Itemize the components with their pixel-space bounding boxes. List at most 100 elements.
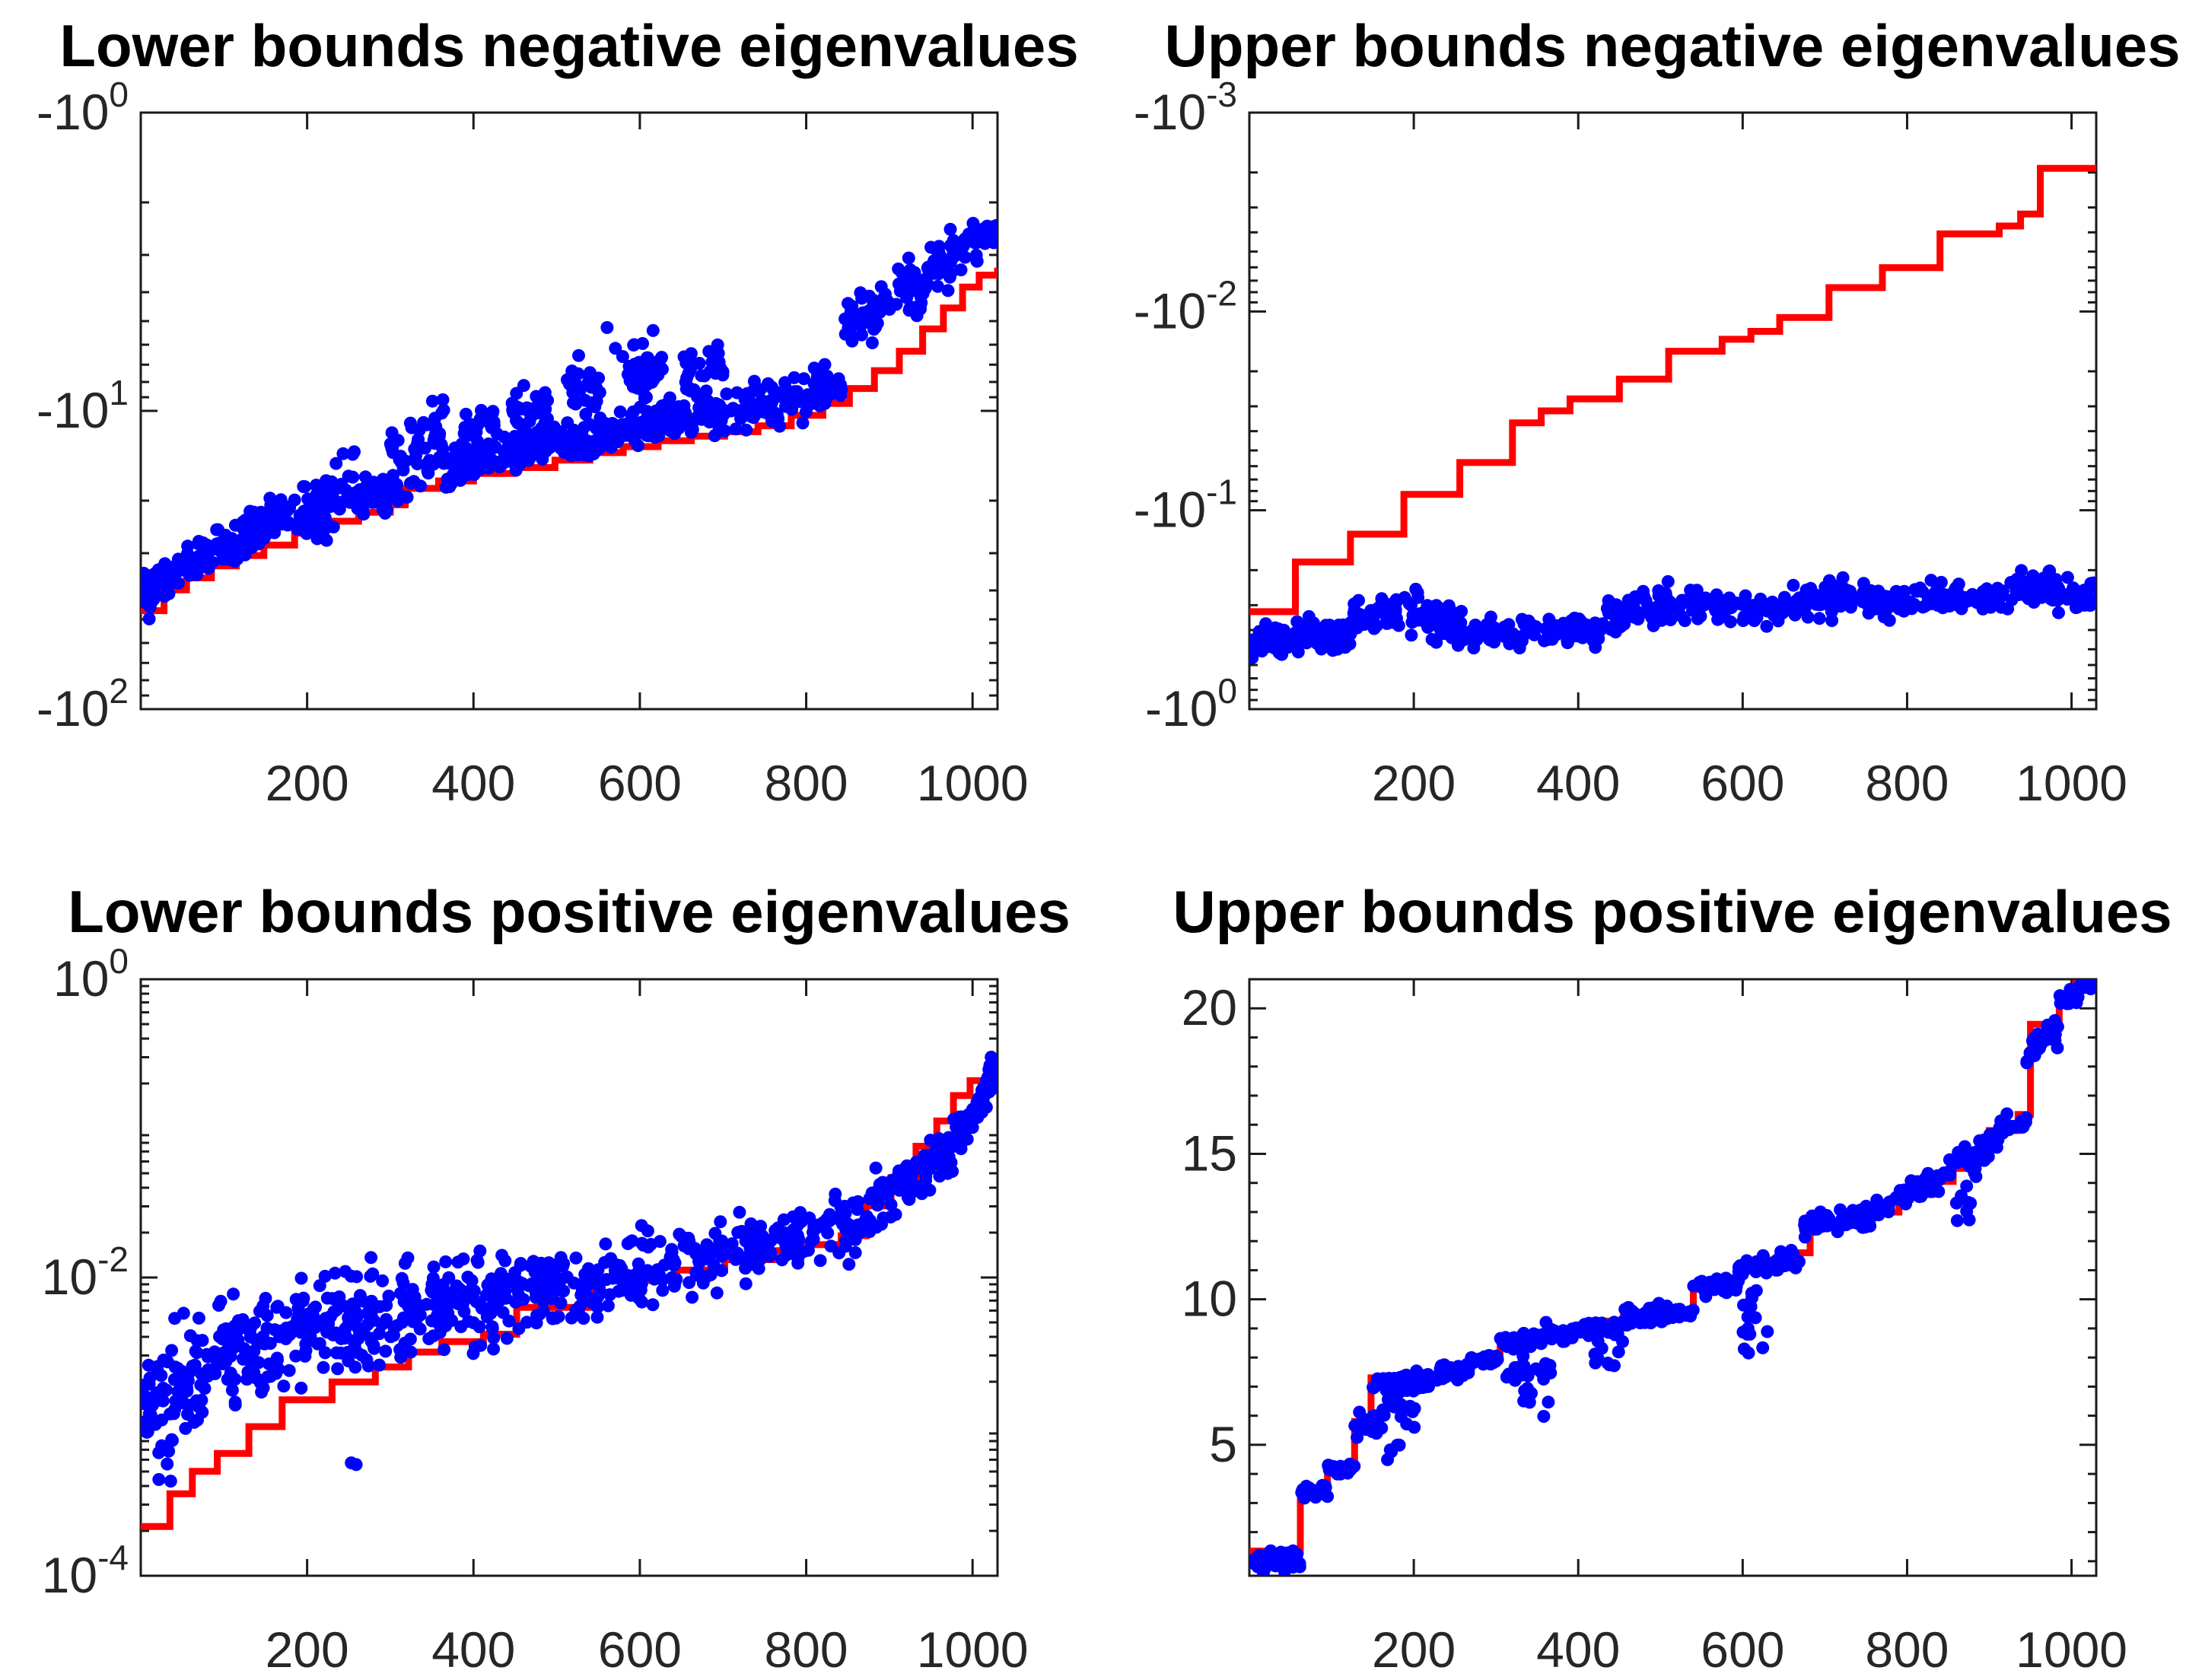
data-point [152,1473,166,1486]
data-point [277,1379,291,1393]
data-point [838,1239,852,1253]
data-point [403,1332,417,1346]
data-point [1537,1410,1551,1423]
data-point [1888,595,1901,609]
data-point [201,1370,215,1383]
data-point [456,1297,469,1311]
data-point [333,1290,346,1303]
data-point [298,480,312,494]
data-point [541,393,555,407]
y-tick-label: 20 [1182,979,1237,1036]
data-point [361,495,374,509]
data-point [635,1277,648,1290]
data-point [392,487,406,501]
data-point [729,422,743,436]
data-point [1673,1303,1687,1316]
data-point [142,612,156,625]
data-point [228,1395,242,1409]
data-point [271,1300,285,1313]
data-point [1529,620,1542,634]
data-point [411,457,424,471]
data-point [557,1284,571,1298]
data-point [269,498,283,512]
data-point [829,1187,842,1201]
data-point [174,563,188,577]
data-point [285,1319,299,1333]
data-point [437,403,450,417]
data-point [240,1347,253,1360]
data-point [570,428,584,442]
data-point [792,1232,806,1246]
data-point [638,391,651,405]
data-point [1719,1271,1733,1285]
data-point [294,1381,308,1395]
data-point [1810,1222,1824,1236]
data-point [408,442,422,456]
data-point [535,442,549,455]
data-point [395,1271,409,1285]
data-point [1951,1156,1965,1169]
data-point [538,416,552,430]
data-point [269,1367,283,1380]
data-point [342,1354,355,1368]
data-point [710,1286,724,1300]
data-point [1870,1206,1884,1220]
data-point [474,1338,488,1352]
red-bound-line [1249,164,2096,616]
data-point [1760,619,1774,633]
data-point [731,1251,745,1264]
data-point [1252,1558,1266,1572]
data-point [260,527,274,541]
data-point [500,1332,514,1345]
data-point [308,1321,322,1335]
data-point [1839,1218,1853,1232]
data-point [438,1313,451,1327]
data-point [593,386,606,399]
data-point [768,406,781,420]
data-point [777,1213,791,1227]
x-tick-label: 400 [1536,1621,1620,1678]
chart-upper-neg: 200 400 600 800 1000 -10-3 -10-2 -10-1 -100 [1134,75,2127,811]
data-point [672,406,686,419]
data-point [241,1365,255,1379]
data-point [794,395,807,408]
data-point [1409,1371,1423,1385]
data-point [512,1322,526,1335]
data-point [1425,632,1439,646]
data-point [1857,577,1870,590]
data-point [1516,634,1529,648]
data-point [593,411,607,425]
data-point [971,1111,985,1124]
data-point [590,422,604,436]
data-point [2049,573,2063,587]
data-point [606,1271,619,1285]
data-point [455,438,469,450]
data-point [2019,1111,2033,1125]
data-point [373,1327,386,1341]
data-point [200,539,214,552]
data-point [405,1286,418,1300]
data-point [1343,637,1357,651]
data-point [845,329,858,343]
data-point [1600,602,1614,616]
data-point [632,439,645,453]
data-point [243,529,257,542]
data-point [158,590,171,603]
data-point [1876,589,1889,602]
data-point [1403,1399,1417,1413]
blue-scatter [1249,979,2096,1576]
data-point [677,350,691,364]
y-tick-label: 100 [53,941,129,1007]
data-point [1332,640,1345,654]
data-point [1533,1330,1547,1344]
data-point [943,239,957,253]
data-point [627,339,641,352]
data-point [1790,593,1803,607]
data-point [1354,612,1367,626]
data-point [1678,614,1691,628]
data-point [171,552,185,566]
data-point [1950,584,1964,597]
data-point [436,393,450,406]
y-tick-label: 10-2 [42,1239,129,1305]
